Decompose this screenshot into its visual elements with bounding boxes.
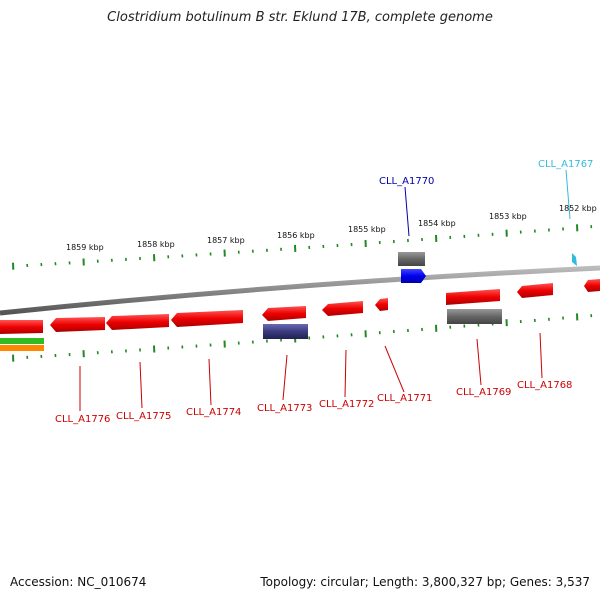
gene-CLL_A1773[interactable] (171, 310, 243, 327)
label-CLL_A1776[interactable]: CLL_A1776 (55, 414, 110, 425)
gene-CLL_A1769[interactable] (446, 289, 500, 305)
gene-CLL_A1774[interactable] (106, 314, 169, 330)
feature-purple[interactable] (263, 324, 308, 339)
feature-bar-green (0, 338, 44, 344)
label-CLL_A1771[interactable]: CLL_A1771 (377, 393, 432, 404)
leader-CLL_A1771 (384, 345, 405, 393)
scale-label-1859: 1859 kbp (66, 243, 104, 252)
leader-CLL_A1774 (208, 358, 212, 406)
leader-CLL_A1773 (282, 354, 288, 401)
leader-CLL_A1775 (139, 361, 143, 409)
gene-CLL_A1768[interactable] (517, 283, 553, 298)
feature-bar-orange (0, 345, 44, 351)
leader-CLL_A1768 (539, 332, 543, 379)
scale-ticks-outer (12, 224, 593, 270)
gene-CLL_A1770[interactable] (401, 269, 426, 283)
genome-backbone (0, 265, 600, 316)
gene-CLL_A1776[interactable] (0, 320, 43, 334)
label-CLL_A1770[interactable]: CLL_A1770 (379, 176, 434, 187)
accession-text: Accession: NC_010674 (10, 575, 147, 589)
gene-CLL_A1775[interactable] (50, 317, 105, 332)
leader-CLL_A1769 (476, 338, 482, 386)
feature-gray-upper[interactable] (398, 252, 425, 266)
label-CLL_A1774[interactable]: CLL_A1774 (186, 407, 241, 418)
scale-label-1853: 1853 kbp (489, 212, 527, 221)
gene-CLL_A1767[interactable] (572, 253, 577, 266)
label-CLL_A1767[interactable]: CLL_A1767 (538, 159, 593, 170)
gene-CLL_A1767-red[interactable] (584, 279, 600, 292)
label-CLL_A1769[interactable]: CLL_A1769 (456, 387, 511, 398)
label-CLL_A1768[interactable]: CLL_A1768 (517, 380, 572, 391)
scale-label-1858: 1858 kbp (137, 240, 175, 249)
gene-CLL_A1771[interactable] (322, 301, 363, 316)
scale-label-1857: 1857 kbp (207, 236, 245, 245)
map-title: Clostridium botulinum B str. Eklund 17B,… (107, 10, 493, 25)
scale-label-1854: 1854 kbp (418, 219, 456, 228)
gene-CLL_A1772[interactable] (262, 306, 306, 321)
scale-label-1855: 1855 kbp (348, 225, 386, 234)
leader-CLL_A1772 (344, 349, 347, 398)
genome-summary-text: Topology: circular; Length: 3,800,327 bp… (260, 575, 590, 589)
scale-label-1852: 1852 kbp (559, 204, 597, 213)
feature-gray-lower[interactable] (447, 309, 502, 324)
leader-CLL_A1770 (404, 186, 410, 237)
leader-CLL_A1767 (565, 169, 571, 220)
label-CLL_A1773[interactable]: CLL_A1773 (257, 403, 312, 414)
gene-CLL_A1770-red[interactable] (375, 298, 388, 311)
label-CLL_A1775[interactable]: CLL_A1775 (116, 411, 171, 422)
label-CLL_A1772[interactable]: CLL_A1772 (319, 399, 374, 410)
scale-label-1856: 1856 kbp (277, 231, 315, 240)
